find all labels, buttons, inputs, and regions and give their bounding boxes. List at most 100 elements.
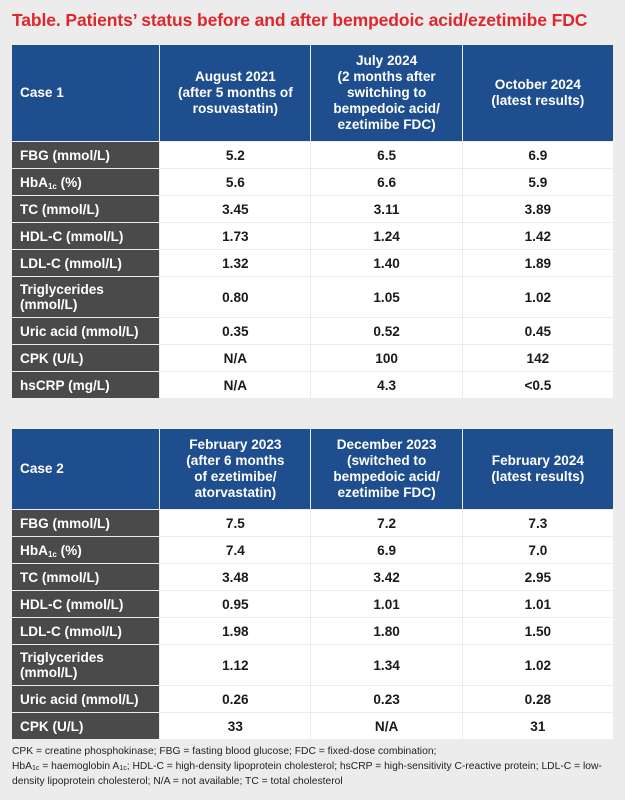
table-row: HDL-C (mmol/L) 0.95 1.01 1.01	[12, 591, 613, 617]
cell-value: <0.5	[462, 372, 613, 398]
cell-value: 1.73	[160, 223, 311, 249]
table-row: Triglycerides (mmol/L) 1.12 1.34 1.02	[12, 645, 613, 685]
table-row: TC (mmol/L) 3.48 3.42 2.95	[12, 564, 613, 590]
row-label: LDL-C (mmol/L)	[12, 250, 160, 276]
case-label: Case 1	[12, 45, 160, 141]
cell-value: 7.0	[462, 537, 613, 563]
table-row: TC (mmol/L) 3.45 3.11 3.89	[12, 196, 613, 222]
column-header: October 2024 (latest results)	[462, 45, 613, 141]
cell-value: 4.3	[311, 372, 462, 398]
row-label: TC (mmol/L)	[12, 564, 160, 590]
cell-value: 6.9	[462, 142, 613, 168]
cell-value: 7.3	[462, 510, 613, 536]
cell-value: 0.95	[160, 591, 311, 617]
cell-value: 3.42	[311, 564, 462, 590]
cell-value: 33	[160, 713, 311, 739]
row-label: FBG (mmol/L)	[12, 510, 160, 536]
cell-value: 100	[311, 345, 462, 371]
cell-value: 1.01	[311, 591, 462, 617]
table-row: Triglycerides (mmol/L) 0.80 1.05 1.02	[12, 277, 613, 317]
cell-value: 1.05	[311, 277, 462, 317]
column-header: December 2023 (switched to bempedoic acid/…	[311, 429, 462, 509]
cell-value: 7.2	[311, 510, 462, 536]
cell-value: 3.89	[462, 196, 613, 222]
table-row: Uric acid (mmol/L) 0.35 0.52 0.45	[12, 318, 613, 344]
cell-value: 1.24	[311, 223, 462, 249]
column-header: February 2024 (latest results)	[462, 429, 613, 509]
cell-value: 5.9	[462, 169, 613, 195]
cell-value: 0.45	[462, 318, 613, 344]
cell-value: 142	[462, 345, 613, 371]
cell-value: 0.23	[311, 686, 462, 712]
cell-value: 5.6	[160, 169, 311, 195]
table-row: Uric acid (mmol/L) 0.26 0.23 0.28	[12, 686, 613, 712]
row-label: HbA1c (%)	[12, 537, 160, 563]
cell-value: 1.02	[462, 645, 613, 685]
table-row: hsCRP (mg/L) N/A 4.3 <0.5	[12, 372, 613, 398]
column-header: August 2021 (after 5 months of rosuvastati…	[160, 45, 311, 141]
cell-value: 1.89	[462, 250, 613, 276]
cell-value: 3.11	[311, 196, 462, 222]
cell-value: N/A	[160, 345, 311, 371]
case-label: Case 2	[12, 429, 160, 509]
table-row: FBG (mmol/L) 7.5 7.2 7.3	[12, 510, 613, 536]
cell-value: 6.9	[311, 537, 462, 563]
cell-value: 1.42	[462, 223, 613, 249]
footnote-hba-sub: 1c	[32, 765, 40, 772]
case-2-table: Case 2 February 2023 (after 6 months of eze…	[11, 428, 614, 740]
cell-value: 1.34	[311, 645, 462, 685]
cell-value: 0.26	[160, 686, 311, 712]
table-row: CPK (U/L) 33 N/A 31	[12, 713, 613, 739]
row-label: HDL-C (mmol/L)	[12, 223, 160, 249]
row-label-subscript: 1c	[47, 549, 57, 559]
table-row: LDL-C (mmol/L) 1.32 1.40 1.89	[12, 250, 613, 276]
row-label: Triglycerides (mmol/L)	[12, 277, 160, 317]
cell-value: 1.40	[311, 250, 462, 276]
row-label: HDL-C (mmol/L)	[12, 591, 160, 617]
cell-value: 0.28	[462, 686, 613, 712]
table-row: HbA1c (%) 7.4 6.9 7.0	[12, 537, 613, 563]
cell-value: 1.98	[160, 618, 311, 644]
table-row: CPK (U/L) N/A 100 142	[12, 345, 613, 371]
cell-value: 3.45	[160, 196, 311, 222]
cell-value: 31	[462, 713, 613, 739]
footnote-part1: CPK = creatine phosphokinase; FBG = fast…	[12, 746, 437, 757]
cell-value: 1.12	[160, 645, 311, 685]
row-label: FBG (mmol/L)	[12, 142, 160, 168]
column-header: July 2024 (2 months after switching to bemp…	[311, 45, 462, 141]
footnote-part3: ; HDL-C = high-density lipoprotein chole…	[12, 761, 602, 787]
row-label: CPK (U/L)	[12, 345, 160, 371]
table-row: HbA1c (%) 5.6 6.6 5.9	[12, 169, 613, 195]
cell-value: 1.02	[462, 277, 613, 317]
footnote: CPK = creatine phosphokinase; FBG = fast…	[12, 744, 617, 789]
cell-value: N/A	[311, 713, 462, 739]
table-title: Table. Patients’ status before and after…	[12, 10, 588, 30]
row-label: CPK (U/L)	[12, 713, 160, 739]
cell-value: 1.01	[462, 591, 613, 617]
cell-value: 6.5	[311, 142, 462, 168]
cell-value: 0.80	[160, 277, 311, 317]
row-label: HbA1c (%)	[12, 169, 160, 195]
row-label-text: HbA	[20, 174, 48, 190]
row-label: LDL-C (mmol/L)	[12, 618, 160, 644]
cell-value: 7.4	[160, 537, 311, 563]
footnote-part2: = haemoglobin A	[39, 761, 120, 772]
cell-value: 6.6	[311, 169, 462, 195]
cell-value: 2.95	[462, 564, 613, 590]
row-label-suffix: (%)	[56, 542, 82, 558]
cell-value: 1.80	[311, 618, 462, 644]
row-label: Triglycerides (mmol/L)	[12, 645, 160, 685]
case-1-table: Case 1 August 2021 (after 5 months of rosuv…	[11, 44, 614, 399]
column-header: February 2023 (after 6 months of ezetimibe…	[160, 429, 311, 509]
table-row: FBG (mmol/L) 5.2 6.5 6.9	[12, 142, 613, 168]
row-label-subscript: 1c	[47, 181, 57, 191]
cell-value: 1.50	[462, 618, 613, 644]
cell-value: 1.32	[160, 250, 311, 276]
cell-value: 5.2	[160, 142, 311, 168]
row-label-text: HbA	[20, 542, 48, 558]
row-label-suffix: (%)	[56, 174, 82, 190]
cell-value: 0.52	[311, 318, 462, 344]
row-label: TC (mmol/L)	[12, 196, 160, 222]
cell-value: 0.35	[160, 318, 311, 344]
cell-value: N/A	[160, 372, 311, 398]
